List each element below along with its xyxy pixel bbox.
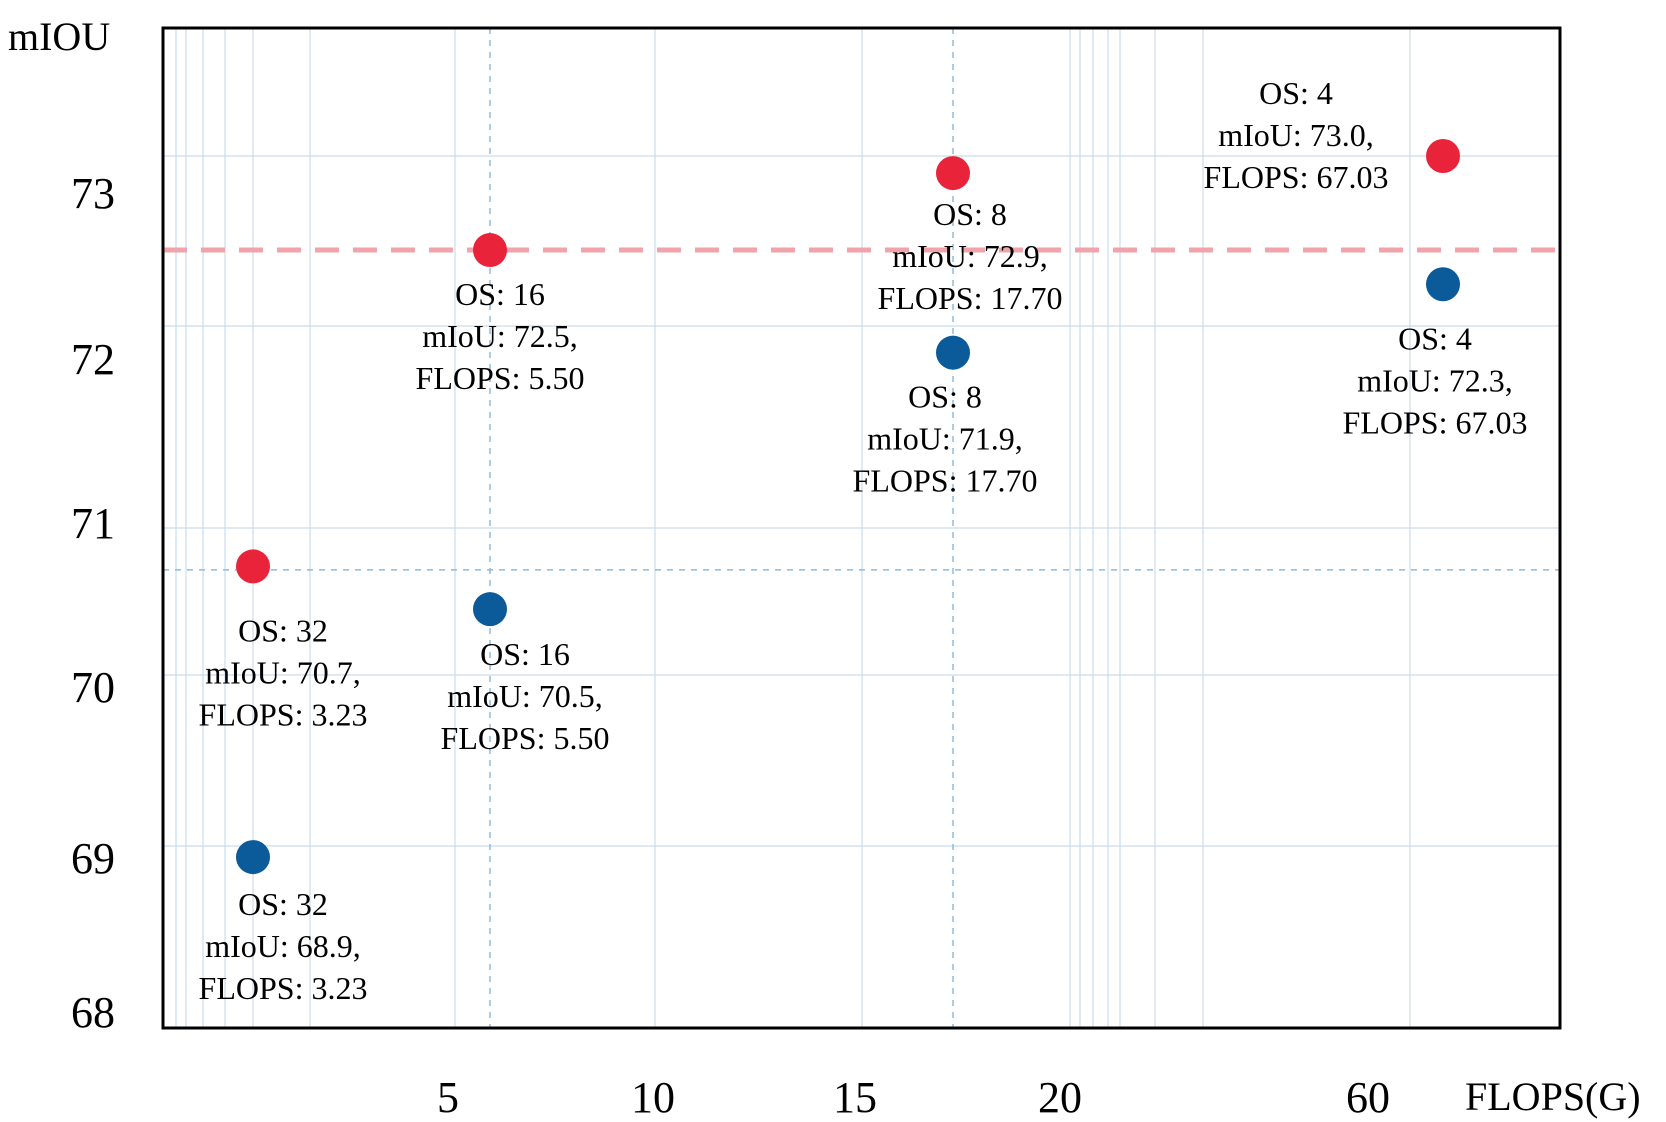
y-axis-title: mIOU [8,14,110,59]
point-label-line: OS: 8 [908,379,982,415]
point-label-line: mIoU: 70.5, [447,678,603,714]
point-label: OS: 16 mIoU: 72.5, FLOPS: 5.50 [416,276,585,396]
x-tick-label: 60 [1346,1073,1390,1122]
data-point-red [473,233,507,268]
point-label-line: OS: 8 [933,196,1007,232]
grid [163,28,1560,1028]
point-label: OS: 4 mIoU: 73.0, FLOPS: 67.03 [1204,75,1389,195]
point-label-line: mIoU: 72.3, [1357,362,1513,398]
point-label-line: OS: 32 [238,612,328,648]
reference-lines [163,247,1560,571]
point-label-line: FLOPS: 67.03 [1343,404,1528,440]
point-label-line: mIoU: 70.7, [205,654,361,690]
x-tick-label: 5 [437,1073,459,1122]
data-points [236,139,1460,875]
y-tick-label: 68 [71,988,115,1037]
plot-frame [161,26,1562,1030]
data-point-red [936,156,970,191]
point-label-line: mIoU: 72.5, [422,318,578,354]
point-label: OS: 4 mIoU: 72.3, FLOPS: 67.03 [1343,320,1528,440]
point-label-line: FLOPS: 5.50 [441,720,610,756]
y-tick-label: 73 [71,169,115,218]
point-label-line: OS: 32 [238,886,328,922]
y-tick-label: 70 [71,663,115,712]
point-label-line: mIoU: 72.9, [892,238,1048,274]
point-label-line: FLOPS: 17.70 [853,463,1038,499]
point-annotations: OS: 32 mIoU: 70.7, FLOPS: 3.23 OS: 16 mIoU: … [199,75,1528,1006]
point-label-line: mIoU: 71.9, [867,421,1023,457]
data-point-blue [936,335,970,370]
point-label: OS: 16 mIoU: 70.5, FLOPS: 5.50 [441,636,610,756]
x-axis-title: FLOPS(G) [1465,1074,1641,1119]
point-label-line: mIoU: 73.0, [1218,117,1374,153]
point-label-line: mIoU: 68.9, [205,928,361,964]
data-point-blue [1426,267,1460,302]
x-tick-labels: 5 10 15 20 60 [437,1073,1390,1122]
point-label-line: OS: 4 [1398,320,1472,356]
point-label-line: FLOPS: 5.50 [416,360,585,396]
point-label-line: OS: 16 [455,276,545,312]
point-label: OS: 8 mIoU: 72.9, FLOPS: 17.70 [878,196,1063,316]
data-point-blue [473,592,507,627]
y-tick-labels: 68 69 70 71 72 73 [71,169,115,1037]
y-tick-label: 71 [71,499,115,548]
point-label-line: FLOPS: 3.23 [199,970,368,1006]
data-point-blue [236,840,270,875]
point-label: OS: 32 mIoU: 68.9, FLOPS: 3.23 [199,886,368,1006]
point-label: OS: 8 mIoU: 71.9, FLOPS: 17.70 [853,379,1038,499]
point-label-line: OS: 16 [480,636,570,672]
x-tick-label: 10 [631,1073,675,1122]
point-label-line: FLOPS: 3.23 [199,696,368,732]
y-tick-label: 72 [71,335,115,384]
point-label-line: OS: 4 [1259,75,1333,111]
point-label-line: FLOPS: 17.70 [878,280,1063,316]
point-label: OS: 32 mIoU: 70.7, FLOPS: 3.23 [199,612,368,732]
point-label-line: FLOPS: 67.03 [1204,159,1389,195]
x-tick-label: 20 [1038,1073,1082,1122]
x-tick-label: 15 [833,1073,877,1122]
data-point-red [1426,139,1460,173]
y-tick-label: 69 [71,834,115,883]
data-point-red [236,549,270,584]
